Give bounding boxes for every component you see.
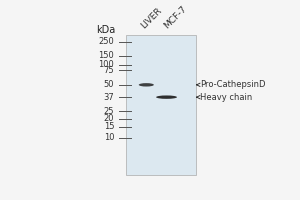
Text: MCF-7: MCF-7 [163, 4, 189, 30]
Text: 25: 25 [104, 107, 114, 116]
Text: 15: 15 [104, 122, 114, 131]
Ellipse shape [156, 95, 177, 99]
Text: kDa: kDa [97, 25, 116, 35]
Text: 37: 37 [103, 93, 114, 102]
Text: 20: 20 [104, 114, 114, 123]
Text: 10: 10 [104, 133, 114, 142]
Text: LIVER: LIVER [139, 6, 164, 30]
Text: 50: 50 [104, 80, 114, 89]
Text: 100: 100 [98, 60, 114, 69]
Text: 75: 75 [103, 66, 114, 75]
Ellipse shape [139, 83, 154, 87]
Bar [126, 35, 196, 175]
Text: 250: 250 [98, 37, 114, 46]
Text: 150: 150 [98, 51, 114, 60]
Text: Pro-CathepsinD: Pro-CathepsinD [197, 80, 266, 89]
Text: Heavy chain: Heavy chain [197, 93, 253, 102]
